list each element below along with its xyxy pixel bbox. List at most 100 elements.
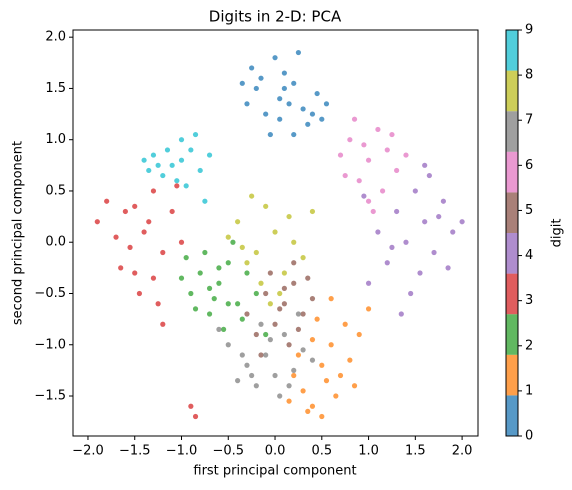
point bbox=[272, 55, 278, 61]
point bbox=[267, 131, 273, 138]
x-tick-label: 2.0 bbox=[452, 444, 473, 459]
x-tick-label: −1.0 bbox=[166, 444, 198, 459]
point bbox=[192, 413, 199, 420]
point bbox=[361, 142, 367, 148]
point bbox=[244, 260, 250, 266]
point bbox=[459, 219, 465, 225]
point bbox=[155, 301, 161, 307]
point bbox=[239, 352, 245, 358]
x-tick-label: −2.0 bbox=[72, 444, 104, 459]
point bbox=[178, 275, 185, 281]
point bbox=[160, 321, 166, 327]
point bbox=[141, 157, 147, 163]
point bbox=[244, 362, 250, 368]
point bbox=[365, 157, 372, 163]
point bbox=[249, 372, 255, 379]
point bbox=[183, 183, 189, 189]
point bbox=[253, 383, 259, 389]
point bbox=[309, 111, 316, 117]
colorbar-tick-label: 7 bbox=[525, 113, 533, 128]
point bbox=[356, 178, 362, 184]
y-tick-label: 2.0 bbox=[45, 30, 66, 45]
point bbox=[216, 280, 222, 286]
point bbox=[277, 96, 283, 102]
point bbox=[272, 321, 278, 327]
point bbox=[164, 147, 171, 153]
colorbar-tick-label: 2 bbox=[525, 338, 533, 353]
point bbox=[206, 152, 213, 158]
point bbox=[300, 106, 306, 112]
point bbox=[160, 249, 166, 256]
point bbox=[286, 213, 292, 220]
point bbox=[272, 372, 278, 379]
point bbox=[281, 70, 287, 76]
point bbox=[216, 265, 222, 271]
colorbar-segment bbox=[506, 395, 518, 436]
point bbox=[309, 357, 316, 363]
point bbox=[197, 167, 203, 174]
point bbox=[281, 85, 287, 92]
y-tick-label: −1.5 bbox=[34, 389, 66, 404]
point bbox=[206, 311, 213, 317]
point bbox=[291, 80, 297, 86]
x-axis-label: first principal component bbox=[193, 464, 356, 479]
point bbox=[281, 270, 287, 276]
chart-title: Digits in 2-D: PCA bbox=[209, 8, 342, 26]
y-tick-label: 1.5 bbox=[45, 81, 66, 96]
point bbox=[309, 337, 316, 343]
point bbox=[351, 383, 358, 389]
point bbox=[291, 280, 297, 286]
point bbox=[258, 280, 264, 286]
point bbox=[192, 131, 199, 138]
y-tick-label: 1.0 bbox=[45, 132, 66, 147]
point bbox=[347, 137, 353, 143]
point bbox=[309, 208, 316, 215]
colorbar-tick-label: 6 bbox=[525, 158, 533, 173]
point bbox=[277, 290, 283, 297]
colorbar-tick-label: 5 bbox=[525, 203, 533, 218]
point bbox=[426, 172, 432, 179]
x-tick-label: 1.5 bbox=[405, 444, 426, 459]
point bbox=[286, 398, 292, 404]
point bbox=[178, 239, 185, 245]
y-tick-label: 0.5 bbox=[45, 183, 66, 198]
point bbox=[150, 152, 157, 158]
point bbox=[408, 290, 414, 297]
point bbox=[295, 326, 302, 332]
point bbox=[314, 90, 320, 97]
point bbox=[375, 229, 381, 235]
point bbox=[216, 326, 222, 332]
colorbar-segment bbox=[506, 70, 518, 112]
point bbox=[365, 280, 372, 286]
point bbox=[263, 290, 269, 297]
point bbox=[277, 116, 283, 122]
point bbox=[230, 239, 236, 245]
point bbox=[202, 198, 208, 204]
point bbox=[365, 306, 372, 312]
colorbar-segment bbox=[506, 273, 518, 315]
colorbar-label: digit bbox=[550, 219, 565, 248]
point bbox=[258, 75, 264, 81]
point bbox=[328, 296, 334, 302]
point bbox=[225, 234, 231, 240]
point bbox=[384, 147, 390, 153]
point bbox=[150, 275, 157, 281]
point bbox=[379, 188, 386, 194]
point bbox=[403, 152, 409, 158]
point bbox=[146, 167, 152, 174]
point bbox=[211, 296, 217, 302]
point bbox=[141, 229, 147, 235]
point bbox=[267, 337, 273, 343]
point bbox=[160, 172, 166, 179]
point bbox=[239, 316, 245, 322]
point bbox=[351, 116, 358, 122]
colorbar-segment bbox=[506, 151, 518, 193]
point bbox=[422, 219, 428, 225]
point bbox=[188, 290, 194, 297]
point bbox=[150, 188, 157, 194]
point bbox=[235, 301, 241, 307]
point bbox=[436, 213, 442, 220]
point bbox=[118, 265, 124, 271]
point bbox=[253, 331, 259, 338]
